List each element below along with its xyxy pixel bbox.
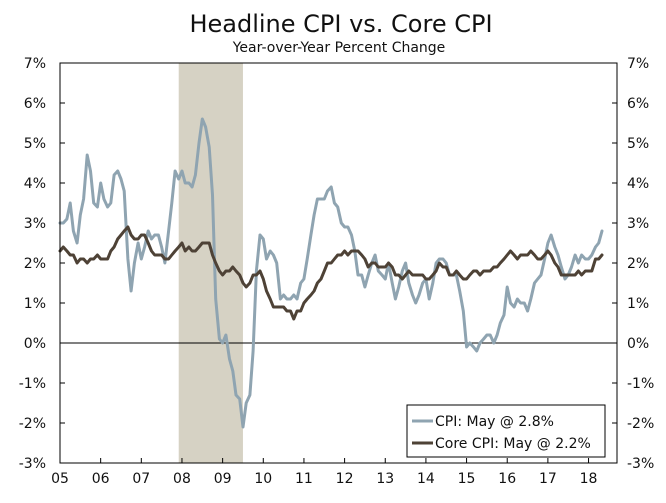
x-tick-label: 15 (458, 471, 476, 487)
y-tick-label-left: 2% (24, 256, 46, 272)
y-axis-left: 7% 6% 5% 4% 3% 2% 1% 0% -1% -2% -3% (19, 56, 65, 472)
y-tick-label-left: 6% (24, 96, 46, 112)
y-tick-label-right: 6% (627, 96, 649, 112)
x-tick-label: 10 (254, 471, 272, 487)
x-tick-label: 12 (336, 471, 354, 487)
y-tick-label-left: 7% (24, 56, 46, 72)
y-tick-label-right: 7% (627, 56, 649, 72)
y-tick-label-left: -2% (19, 416, 46, 432)
x-tick-label: 18 (580, 471, 598, 487)
chart-title: Headline CPI vs. Core CPI (189, 10, 492, 38)
x-tick-label: 05 (51, 471, 69, 487)
y-tick-label-left: 0% (24, 336, 46, 352)
plot-frame (59, 62, 618, 464)
x-tick-label: 13 (376, 471, 394, 487)
recession-shading (178, 63, 243, 463)
y-tick-label-left: 1% (24, 296, 46, 312)
series-line-core-cpi (58, 225, 604, 321)
x-tick-label: 14 (417, 471, 435, 487)
y-tick-label-left: -3% (19, 456, 46, 472)
series-layer (58, 117, 604, 429)
y-tick-label-right: -3% (627, 456, 654, 472)
x-tick-label: 07 (132, 471, 150, 487)
y-tick-label-left: -1% (19, 376, 46, 392)
chart-subtitle: Year-over-Year Percent Change (232, 40, 446, 56)
y-tick-label-right: 2% (627, 256, 649, 272)
series-line-cpi (58, 117, 604, 429)
legend: CPI: May @ 2.8% Core CPI: May @ 2.2% (406, 404, 606, 458)
x-tick-label: 09 (214, 471, 232, 487)
y-tick-label-left: 4% (24, 176, 46, 192)
y-tick-label-left: 3% (24, 216, 46, 232)
y-axis-right: 7% 6% 5% 4% 3% 2% 1% 0% -1% -2% -3% (612, 56, 654, 472)
x-tick-label: 08 (173, 471, 191, 487)
x-tick-label: 17 (539, 471, 557, 487)
y-tick-label-left: 5% (24, 136, 46, 152)
x-axis: 05 06 07 08 09 10 11 12 13 14 15 16 17 18 (51, 458, 597, 487)
y-tick-label-right: 0% (627, 336, 649, 352)
y-tick-label-right: 3% (627, 216, 649, 232)
x-tick-label: 11 (295, 471, 313, 487)
x-tick-label: 06 (92, 471, 110, 487)
x-tick-label: 16 (498, 471, 516, 487)
legend-label-core-cpi: Core CPI: May @ 2.2% (435, 436, 591, 452)
legend-label-cpi: CPI: May @ 2.8% (435, 414, 554, 430)
y-tick-label-right: 1% (627, 296, 649, 312)
y-tick-label-right: 4% (627, 176, 649, 192)
y-tick-label-right: 5% (627, 136, 649, 152)
y-tick-label-right: -1% (627, 376, 654, 392)
legend-box (406, 404, 606, 458)
y-tick-label-right: -2% (627, 416, 654, 432)
plot-area: 7% 6% 5% 4% 3% 2% 1% 0% -1% -2% -3% 7% 6% 5% 4% 3% 2% 1%… (19, 56, 655, 487)
